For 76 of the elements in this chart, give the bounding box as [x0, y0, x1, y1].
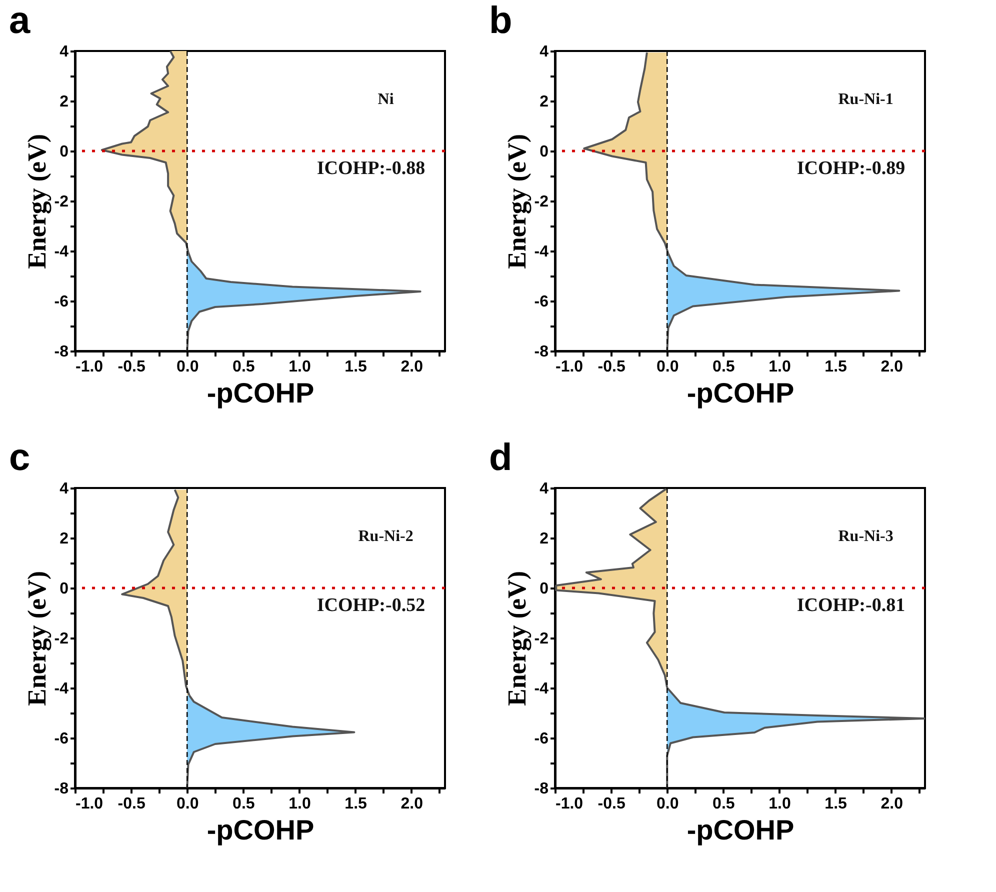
- x-tick-label: 0.0: [176, 796, 199, 812]
- annotation: ICOHP:-0.88: [316, 158, 426, 179]
- x-tick-label: 1.0: [288, 796, 311, 812]
- x-tick-label: 0.5: [712, 796, 735, 812]
- x-tick-label: 0.0: [176, 358, 199, 376]
- chart-title: a: [9, 0, 31, 42]
- y-axis-title: Energy (eV): [502, 570, 532, 706]
- annotation: ICOHP:-0.81: [796, 595, 906, 616]
- y-tick-label: -6: [534, 730, 549, 748]
- y-tick-label: -6: [534, 294, 549, 310]
- y-tick-label: 4: [540, 480, 549, 498]
- x-tick-label: -0.5: [598, 796, 626, 812]
- x-tick-label: 1.5: [344, 796, 368, 812]
- y-axis-title: Energy (eV): [22, 570, 52, 706]
- y-tick-label: -6: [54, 294, 69, 310]
- x-tick-label: -0.5: [118, 796, 146, 812]
- y-tick-label: -2: [534, 194, 549, 210]
- x-tick-label: 2.0: [880, 358, 904, 376]
- y-tick-label: 2: [60, 94, 69, 110]
- x-tick-label: 2.0: [400, 796, 424, 812]
- chart-title: b: [489, 0, 512, 42]
- x-tick-label: 1.0: [288, 358, 311, 376]
- y-tick-label: 2: [60, 530, 69, 548]
- y-tick-label: -4: [534, 244, 549, 260]
- y-tick-label: -4: [534, 680, 549, 698]
- x-tick-label: -0.5: [118, 358, 146, 376]
- annotation: Ru-Ni-2: [358, 528, 414, 545]
- y-tick-label: 0: [540, 580, 549, 598]
- x-tick-label: 0.5: [232, 358, 255, 376]
- y-tick-label: 0: [60, 580, 69, 598]
- y-tick-label: -2: [54, 630, 69, 648]
- x-tick-label: 1.5: [824, 358, 848, 376]
- x-axis-title: -pCOHP: [206, 378, 314, 408]
- x-tick-label: 2.0: [880, 796, 904, 812]
- y-tick-label: -4: [54, 244, 69, 260]
- y-tick-label: -8: [534, 780, 549, 798]
- x-tick-label: -0.5: [598, 358, 626, 376]
- annotation: ICOHP:-0.89: [796, 158, 906, 179]
- x-axis-title: -pCOHP: [686, 814, 794, 846]
- y-tick-label: 0: [540, 144, 549, 160]
- x-tick-label: 1.5: [344, 358, 368, 376]
- x-tick-label: -1.0: [76, 358, 104, 376]
- y-tick-label: -6: [54, 730, 69, 748]
- y-tick-label: -2: [534, 630, 549, 648]
- x-tick-label: -1.0: [556, 796, 584, 812]
- y-tick-label: 0: [60, 144, 69, 160]
- annotation: Ni: [378, 91, 394, 108]
- y-tick-label: 4: [60, 480, 69, 498]
- annotation: Ru-Ni-3: [838, 528, 894, 545]
- chart-title: d: [489, 437, 512, 479]
- x-tick-label: 0.0: [656, 796, 679, 812]
- x-tick-label: 1.0: [768, 796, 791, 812]
- x-tick-label: 1.5: [824, 796, 848, 812]
- y-tick-label: 2: [540, 530, 549, 548]
- x-axis-title: -pCOHP: [686, 378, 794, 408]
- x-tick-label: -1.0: [556, 358, 584, 376]
- y-axis-title: Energy (eV): [502, 134, 532, 270]
- y-tick-label: -8: [534, 344, 549, 360]
- y-tick-label: -8: [54, 344, 69, 360]
- x-tick-label: 2.0: [400, 358, 424, 376]
- y-tick-label: 4: [540, 44, 549, 60]
- x-axis-title: -pCOHP: [206, 814, 314, 846]
- y-tick-label: -2: [54, 194, 69, 210]
- y-tick-label: -4: [54, 680, 69, 698]
- y-tick-label: 4: [60, 44, 69, 60]
- x-tick-label: 0.0: [656, 358, 679, 376]
- chart-title: c: [9, 437, 30, 479]
- x-tick-label: -1.0: [76, 796, 104, 812]
- annotation: ICOHP:-0.52: [316, 595, 426, 616]
- x-tick-label: 0.5: [232, 796, 255, 812]
- y-tick-label: -8: [54, 780, 69, 798]
- y-axis-title: Energy (eV): [22, 134, 52, 270]
- x-tick-label: 0.5: [712, 358, 735, 376]
- y-tick-label: 2: [540, 94, 549, 110]
- annotation: Ru-Ni-1: [838, 91, 894, 108]
- x-tick-label: 1.0: [768, 358, 791, 376]
